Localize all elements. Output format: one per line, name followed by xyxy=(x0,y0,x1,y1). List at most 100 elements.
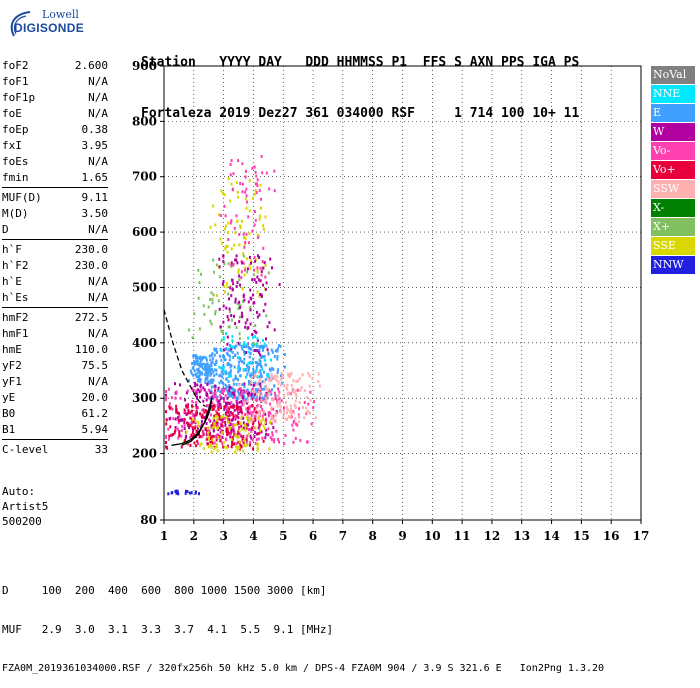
echo-point xyxy=(208,433,211,437)
echo-point xyxy=(243,341,246,345)
echo-point xyxy=(268,447,271,451)
param-row: foEs N/A xyxy=(2,154,108,170)
echo-point xyxy=(268,376,271,380)
echo-point xyxy=(248,347,251,350)
echo-point xyxy=(189,444,192,447)
echo-point xyxy=(270,377,273,381)
echo-point xyxy=(238,400,241,404)
echo-point xyxy=(197,388,199,392)
param-name: fmin xyxy=(2,171,29,184)
echo-point xyxy=(308,411,311,415)
echo-point xyxy=(239,356,242,360)
echo-point xyxy=(237,409,240,412)
echo-point xyxy=(273,169,276,173)
logo-line2: DIGISONDE xyxy=(14,21,85,35)
echo-point xyxy=(259,377,262,381)
polarization-legend: NoVal NNE E W Vo- Vo+ SSW X- X+ SSE NNW xyxy=(651,66,695,275)
echo-point xyxy=(213,385,215,389)
echo-point xyxy=(255,191,258,195)
param-separator xyxy=(2,239,108,242)
echo-point xyxy=(271,433,274,437)
echo-point xyxy=(219,373,222,377)
echo-point xyxy=(216,449,219,453)
echo-point xyxy=(255,343,258,347)
echo-point xyxy=(206,373,209,377)
echo-point xyxy=(233,314,235,318)
echo-point xyxy=(265,393,268,397)
echo-point xyxy=(258,313,261,317)
echo-point xyxy=(286,417,289,421)
echo-point xyxy=(210,368,213,372)
echo-point xyxy=(255,280,258,284)
echo-point xyxy=(259,371,262,375)
echo-point xyxy=(224,412,227,416)
echo-point xyxy=(219,237,222,241)
echo-point xyxy=(280,410,282,414)
echo-point xyxy=(255,438,258,442)
echo-point xyxy=(165,434,167,438)
echo-point xyxy=(214,395,217,399)
echo-point xyxy=(199,385,202,389)
x-tick-label: 7 xyxy=(339,529,347,543)
echo-point xyxy=(275,412,277,416)
echo-point xyxy=(209,372,212,376)
echo-point xyxy=(238,392,240,396)
echo-point xyxy=(215,294,218,297)
echo-point xyxy=(234,354,237,357)
echo-point xyxy=(232,394,235,398)
echo-point xyxy=(257,432,260,435)
echo-point xyxy=(185,489,187,493)
echo-point xyxy=(251,417,254,421)
echo-point xyxy=(175,390,178,394)
echo-point xyxy=(189,423,191,427)
echo-point xyxy=(257,370,260,374)
echo-point xyxy=(205,367,208,371)
echo-point xyxy=(264,215,267,219)
echo-point xyxy=(271,350,274,354)
echo-point xyxy=(240,389,243,393)
echo-point xyxy=(236,414,239,418)
echo-point xyxy=(185,413,188,416)
echo-point xyxy=(184,439,186,442)
echo-point xyxy=(264,387,267,391)
echo-point xyxy=(313,400,316,404)
echo-point xyxy=(256,337,259,341)
echo-point xyxy=(195,406,198,409)
echo-point xyxy=(291,390,294,394)
echo-point xyxy=(242,441,245,445)
echo-point xyxy=(204,368,207,372)
echo-point xyxy=(208,438,210,441)
echo-point xyxy=(222,191,224,195)
param-name: yF2 xyxy=(2,359,22,372)
echo-point xyxy=(289,375,291,379)
echo-point xyxy=(183,408,186,412)
echo-point xyxy=(231,345,234,349)
echo-point xyxy=(263,396,266,400)
echo-point xyxy=(314,416,317,420)
echo-point xyxy=(231,442,234,446)
echo-point xyxy=(225,402,228,406)
echo-point xyxy=(244,175,247,179)
echo-point xyxy=(229,286,232,290)
echo-point xyxy=(243,367,246,371)
echo-point xyxy=(265,432,267,436)
echo-point xyxy=(230,437,233,441)
echo-point xyxy=(286,383,289,387)
echo-point xyxy=(221,282,224,286)
echo-point xyxy=(255,182,258,186)
echo-point xyxy=(265,314,268,318)
param-name: h`F xyxy=(2,243,22,256)
echo-point xyxy=(300,386,303,390)
echo-point xyxy=(273,418,275,422)
footer-file-info: FZA0M_2019361034000.RSF / 320fx256h 50 k… xyxy=(2,663,605,674)
echo-point xyxy=(308,374,311,378)
echo-point xyxy=(209,225,212,229)
echo-point xyxy=(237,427,240,431)
echo-point xyxy=(244,197,247,201)
echo-point xyxy=(263,345,265,349)
echo-point xyxy=(214,384,217,388)
echo-point xyxy=(230,159,233,162)
echo-point xyxy=(261,368,264,372)
echo-point xyxy=(258,278,261,282)
echo-point xyxy=(192,373,195,377)
